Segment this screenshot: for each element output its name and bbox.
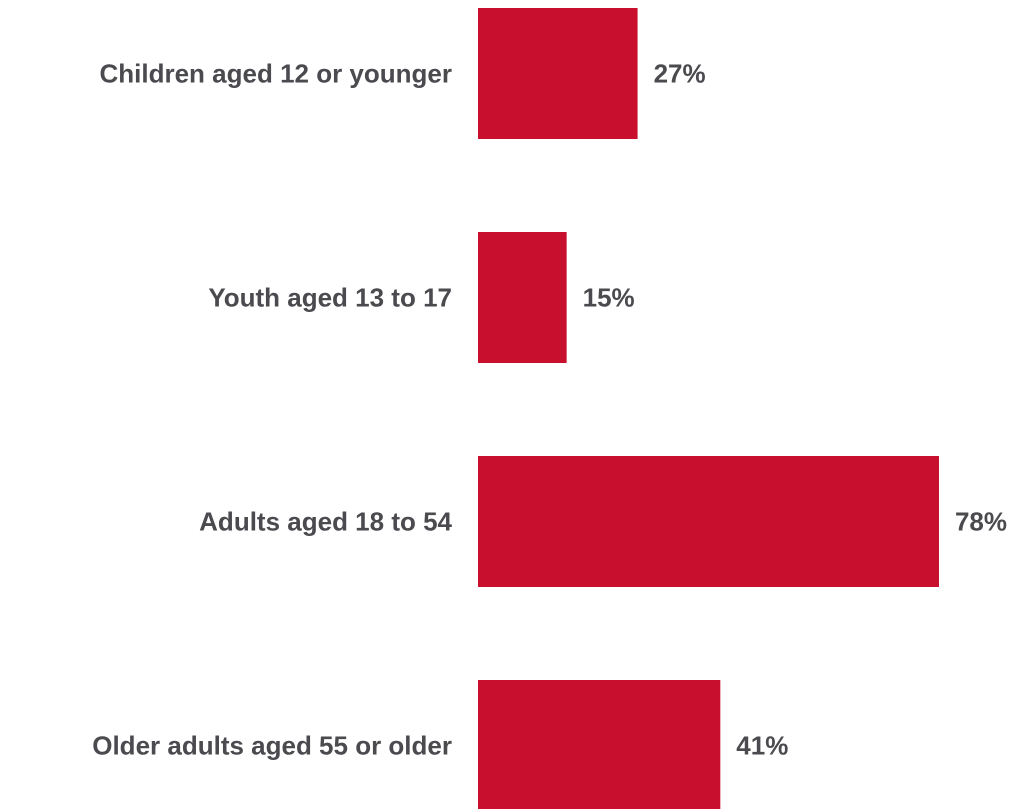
bar-1 xyxy=(478,8,638,139)
bar-2 xyxy=(478,232,567,363)
bars-group xyxy=(478,8,939,809)
value-label-4: 41% xyxy=(736,731,788,761)
category-label-4: Older adults aged 55 or older xyxy=(92,731,452,761)
category-labels-group: Children aged 12 or younger Youth aged 13… xyxy=(92,59,452,761)
bar-3 xyxy=(478,456,939,587)
value-label-2: 15% xyxy=(583,283,635,313)
category-label-1: Children aged 12 or younger xyxy=(99,59,452,89)
category-label-2: Youth aged 13 to 17 xyxy=(208,283,452,313)
value-label-3: 78% xyxy=(955,507,1007,537)
value-labels-group: 27% 15% 78% 41% xyxy=(583,59,1007,761)
category-label-3: Adults aged 18 to 54 xyxy=(199,507,452,537)
bar-4 xyxy=(478,680,721,809)
value-label-1: 27% xyxy=(654,59,706,89)
